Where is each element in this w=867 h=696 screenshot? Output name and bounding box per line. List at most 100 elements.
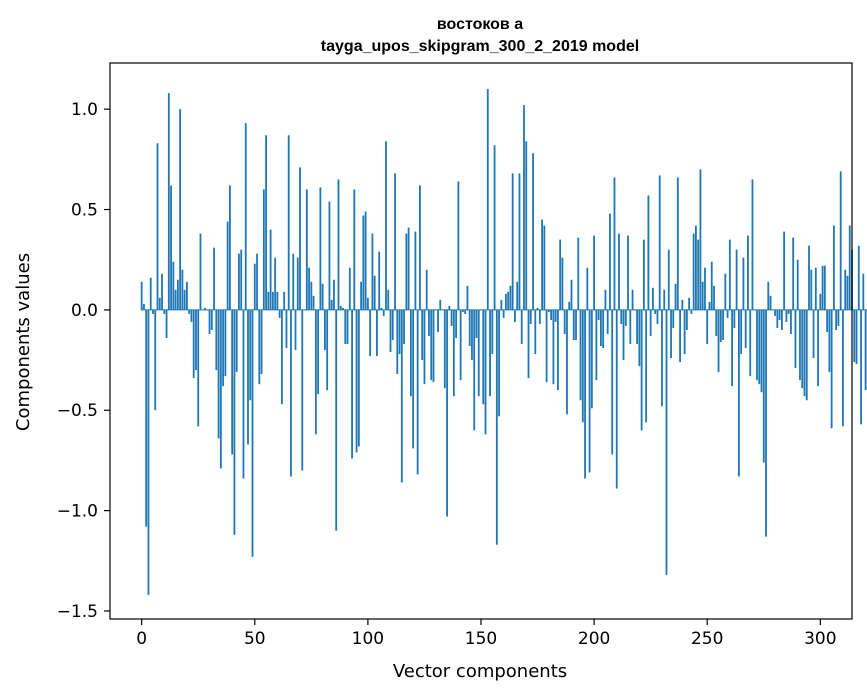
bar <box>335 309 338 531</box>
bar <box>821 265 824 310</box>
bar <box>701 281 704 310</box>
bar <box>661 309 663 407</box>
bar <box>737 309 740 477</box>
bar <box>319 187 322 310</box>
bar <box>853 309 856 363</box>
bar <box>819 293 822 310</box>
bar <box>683 309 686 355</box>
bar <box>369 309 372 357</box>
bar <box>658 175 661 310</box>
bar <box>559 239 562 310</box>
bar <box>593 235 596 310</box>
bar <box>742 257 745 310</box>
bar <box>170 185 172 310</box>
bar <box>828 309 831 373</box>
bar <box>550 309 553 320</box>
bar <box>810 269 813 310</box>
bar <box>278 309 281 318</box>
bar <box>844 269 847 310</box>
chart-subtitle: tayga_upos_skipgram_300_2_2019 model <box>321 38 639 55</box>
bar <box>566 309 568 415</box>
bar <box>484 309 487 435</box>
bar <box>425 269 428 310</box>
bar <box>805 309 808 401</box>
bar <box>584 309 586 479</box>
bar <box>179 109 182 310</box>
bar <box>704 267 706 310</box>
bar <box>156 143 159 310</box>
bar <box>419 185 421 310</box>
bar <box>321 283 324 310</box>
bar <box>145 309 148 527</box>
bar <box>588 309 591 473</box>
bar <box>719 309 722 343</box>
plot-area-frame <box>109 62 853 620</box>
bar <box>728 239 731 310</box>
bar <box>389 309 392 353</box>
bar <box>783 231 786 310</box>
bar <box>507 291 510 310</box>
bar <box>163 309 166 314</box>
bar <box>502 309 505 318</box>
bar <box>432 309 435 383</box>
bar <box>378 251 381 310</box>
bar <box>204 307 206 310</box>
bar <box>511 173 514 310</box>
bar <box>373 275 376 310</box>
bar <box>710 261 713 310</box>
bar <box>767 281 770 310</box>
bar <box>188 309 191 314</box>
bar <box>812 309 815 359</box>
bar <box>744 309 747 349</box>
bar <box>281 309 283 405</box>
bar <box>258 309 261 385</box>
bar <box>803 309 806 397</box>
bar <box>140 281 143 310</box>
bar <box>568 301 571 310</box>
bar <box>238 253 240 310</box>
bar <box>312 295 315 310</box>
bar <box>848 225 851 310</box>
bar <box>681 299 684 310</box>
bar <box>183 289 186 310</box>
bar <box>615 309 618 489</box>
bar <box>387 289 390 310</box>
bar <box>823 265 826 310</box>
bar <box>690 309 693 314</box>
bar <box>649 309 652 336</box>
y-tick-label: −0.5 <box>57 401 98 421</box>
bar <box>618 233 620 310</box>
bar <box>862 273 865 310</box>
bar <box>758 309 761 385</box>
bar <box>143 303 145 310</box>
bar <box>857 245 860 310</box>
bar <box>486 89 489 310</box>
bar <box>455 309 458 338</box>
bar <box>147 309 150 595</box>
bar <box>287 135 290 310</box>
bar <box>294 309 297 351</box>
bar <box>380 307 383 310</box>
bar <box>837 309 840 326</box>
bar <box>276 291 279 310</box>
y-axis-label: Components values <box>13 253 34 431</box>
bar <box>249 309 252 401</box>
bar <box>149 277 152 310</box>
bar <box>210 309 213 330</box>
bar <box>706 309 709 345</box>
bar <box>403 309 405 345</box>
bar <box>165 309 168 338</box>
bar <box>760 309 763 393</box>
bar <box>491 309 494 355</box>
bar <box>439 299 442 310</box>
bar <box>692 233 695 310</box>
bar <box>579 309 582 401</box>
bar <box>631 289 634 310</box>
x-tick-label: 150 <box>465 629 497 649</box>
bar <box>158 297 161 310</box>
bar <box>265 135 267 310</box>
bar <box>563 309 566 334</box>
bar <box>663 289 666 310</box>
bar <box>504 293 507 310</box>
bar <box>339 305 342 310</box>
